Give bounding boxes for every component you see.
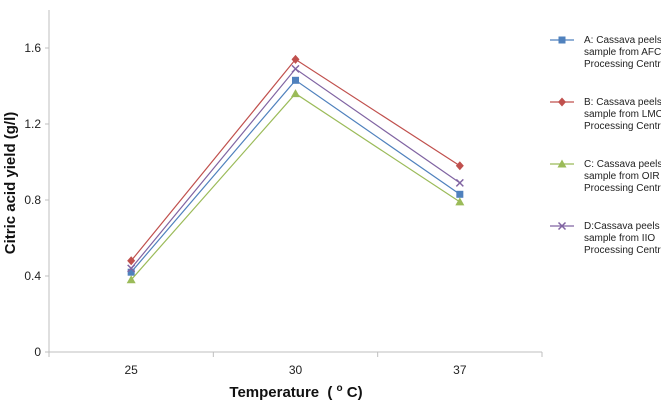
data-point — [455, 178, 464, 187]
legend-label: D:Cassava peels — [584, 221, 660, 232]
marker-x-stroke — [557, 221, 567, 231]
legend-label: sample from OIR — [584, 171, 660, 182]
data-point — [126, 275, 136, 284]
legend-label: sample from AFC — [584, 47, 661, 58]
x-axis-title-text: Temperature — [229, 384, 319, 401]
legend-marker — [558, 97, 566, 107]
legend-marker — [558, 36, 566, 44]
series-line — [130, 92, 461, 281]
data-point — [455, 197, 465, 206]
y-tick-label: 0.4 — [24, 269, 41, 283]
x-tick-label: 37 — [453, 363, 467, 377]
x-axis-title-unit-degree: o — [337, 383, 343, 394]
legend-label: B: Cassava peels — [584, 97, 661, 108]
series-line — [130, 79, 461, 273]
data-point — [456, 190, 464, 198]
x-tick-label: 25 — [124, 363, 138, 377]
marker-x-stroke — [127, 264, 136, 273]
data-point — [291, 64, 300, 73]
legend-marker — [557, 221, 567, 231]
series-3 — [127, 64, 464, 273]
data-point — [127, 268, 135, 276]
data-point — [292, 76, 299, 84]
y-tick-label: 1.2 — [24, 117, 41, 131]
series-1 — [127, 54, 464, 266]
series-layer — [126, 54, 465, 284]
series-0 — [127, 76, 464, 276]
data-point — [127, 256, 136, 266]
data-point — [291, 54, 300, 64]
legend-label: Processing Centre — [584, 245, 661, 256]
series-line — [130, 68, 461, 269]
data-point — [291, 89, 300, 98]
legend-label: C: Cassava peels — [584, 159, 661, 170]
data-point — [127, 264, 136, 273]
marker-x-stroke — [455, 178, 464, 187]
x-axis-title-unit-close: C) — [347, 384, 363, 401]
legend-label: Processing Centre — [584, 121, 661, 132]
x-axis-title-unit-open: ( — [327, 384, 332, 401]
legend-label: sample from IIO — [584, 233, 655, 244]
x-tick-label: 30 — [289, 363, 303, 377]
y-tick-label: 0.8 — [24, 193, 41, 207]
series-2 — [126, 89, 465, 284]
legend-label: Processing Centre — [584, 59, 661, 70]
y-tick-label: 0 — [34, 345, 41, 359]
data-point — [455, 161, 464, 171]
legend-label: sample from LMC — [584, 109, 661, 120]
axes: 0 0.4 0.8 1.2 1.6 25 30 37 — [24, 10, 543, 377]
y-axis-title: Citric acid yield (g/l) — [2, 112, 19, 255]
legend-label: A: Cassava peels — [584, 35, 661, 46]
marker-x-stroke — [291, 64, 300, 73]
legend-marker — [557, 159, 567, 168]
x-axis-title: Temperature ( o C) — [229, 378, 362, 401]
legend-label: Processing Centre — [584, 183, 661, 194]
y-tick-label: 1.6 — [24, 41, 41, 55]
